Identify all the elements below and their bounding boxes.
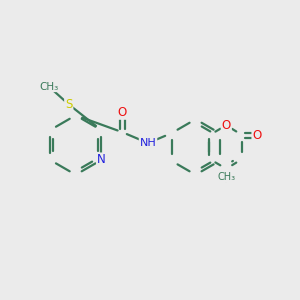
Text: O: O bbox=[118, 106, 127, 119]
Text: S: S bbox=[65, 98, 72, 111]
Text: O: O bbox=[252, 129, 262, 142]
Text: CH₃: CH₃ bbox=[39, 82, 58, 92]
Text: CH₃: CH₃ bbox=[217, 172, 235, 182]
Text: NH: NH bbox=[140, 138, 156, 148]
Text: N: N bbox=[97, 153, 106, 167]
Text: O: O bbox=[222, 119, 231, 132]
